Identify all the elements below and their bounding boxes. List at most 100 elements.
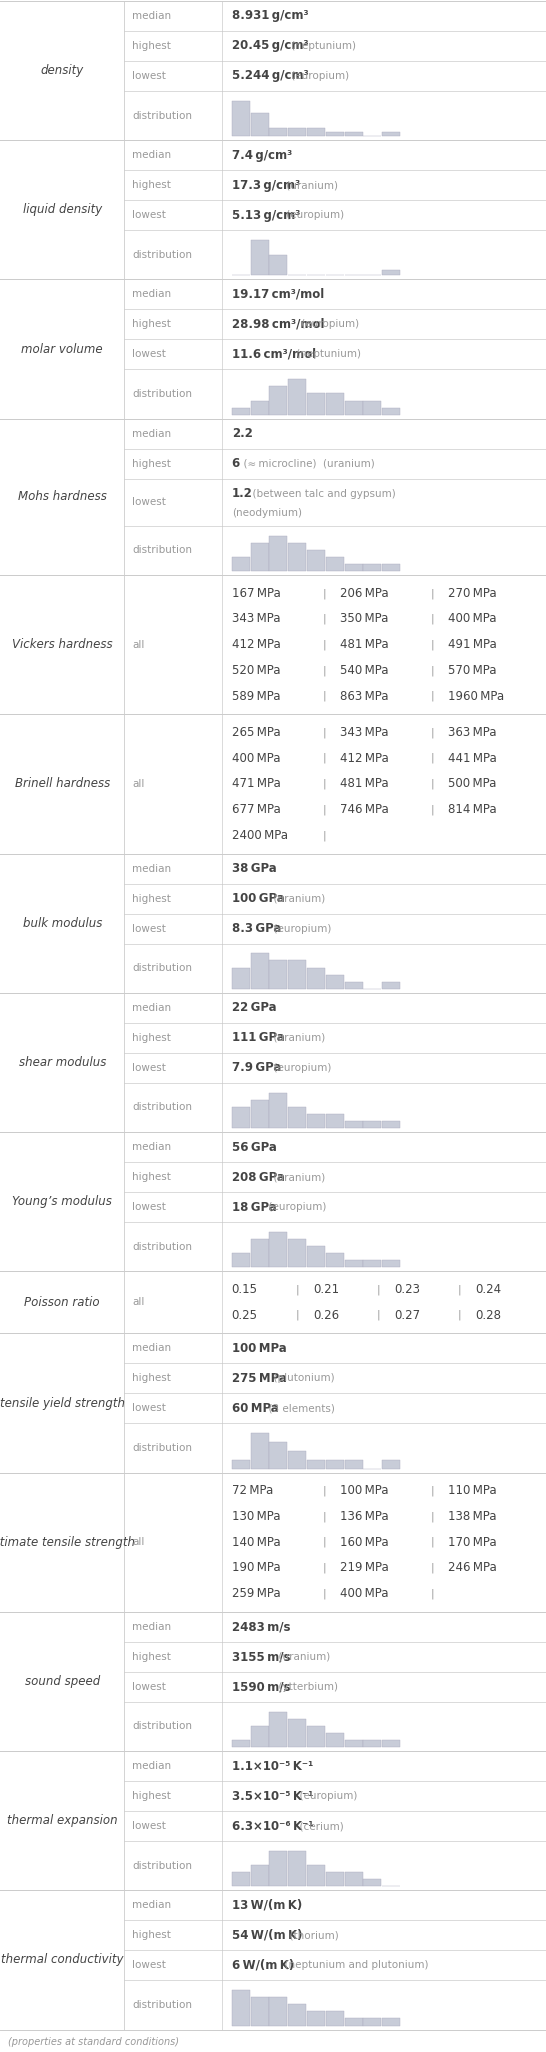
Text: tensile yield strength: tensile yield strength [0,1397,124,1410]
Text: |: | [431,1588,435,1599]
Text: distribution: distribution [133,1241,193,1252]
Text: |: | [431,726,435,739]
Text: lowest: lowest [133,1820,167,1830]
Text: (uranium): (uranium) [268,893,325,903]
Bar [326,975,344,989]
Bar [232,1740,250,1746]
Text: median: median [133,150,171,160]
Bar [288,380,306,415]
Text: |: | [323,778,327,790]
Bar [307,1246,325,1268]
Bar [382,408,400,415]
Bar [326,1871,344,1886]
Text: 100 MPa: 100 MPa [340,1484,388,1498]
Text: |: | [323,640,327,650]
Bar [232,556,250,570]
Bar [251,1726,269,1746]
Text: |: | [323,665,327,675]
Bar [345,1740,363,1746]
Bar [345,131,363,135]
Text: |: | [296,1309,300,1319]
Text: lowest: lowest [133,209,167,220]
Text: 3.5×10⁻⁵ K⁻¹: 3.5×10⁻⁵ K⁻¹ [232,1789,313,1802]
Text: 412 MPa: 412 MPa [232,638,281,650]
Text: shear modulus: shear modulus [19,1057,106,1069]
Text: median: median [133,1621,171,1631]
Bar [307,1726,325,1746]
Text: 491 MPa: 491 MPa [448,638,497,650]
Text: 350 MPa: 350 MPa [340,611,388,626]
Text: Mohs hardness: Mohs hardness [18,490,106,503]
Bar [269,1231,287,1268]
Text: (plutonium): (plutonium) [268,1373,335,1383]
Bar [251,542,269,570]
Text: (europium): (europium) [262,1202,327,1213]
Text: highest: highest [133,1172,171,1182]
Text: 6.3×10⁻⁶ K⁻¹: 6.3×10⁻⁶ K⁻¹ [232,1820,313,1832]
Text: 100 GPa: 100 GPa [232,893,284,905]
Text: lowest: lowest [133,497,167,507]
Text: highest: highest [133,1931,171,1941]
Text: thermal conductivity: thermal conductivity [1,1954,123,1966]
Bar [251,954,269,989]
Text: highest: highest [133,41,171,51]
Text: median: median [133,1143,171,1151]
Text: 500 MPa: 500 MPa [448,778,496,790]
Text: 7.9 GPa: 7.9 GPa [232,1061,281,1075]
Text: |: | [431,692,435,702]
Text: distribution: distribution [133,111,193,121]
Bar [345,1871,363,1886]
Text: |: | [431,1486,435,1496]
Text: 343 MPa: 343 MPa [340,726,388,739]
Text: thermal expansion: thermal expansion [7,1814,117,1826]
Bar [364,400,382,415]
Text: Brinell hardness: Brinell hardness [15,778,110,790]
Text: median: median [133,429,171,439]
Bar [345,1120,363,1129]
Text: 589 MPa: 589 MPa [232,689,280,702]
Bar [364,1740,382,1746]
Text: |: | [431,1564,435,1574]
Text: |: | [377,1309,381,1319]
Bar [345,564,363,570]
Text: 677 MPa: 677 MPa [232,802,281,817]
Text: 1960 MPa: 1960 MPa [448,689,504,702]
Bar [232,966,250,989]
Text: (europium): (europium) [283,209,344,220]
Text: (cerium): (cerium) [293,1820,343,1830]
Bar [307,550,325,570]
Text: |: | [431,753,435,763]
Text: lowest: lowest [133,1960,167,1970]
Text: Young’s modulus: Young’s modulus [13,1194,112,1209]
Text: Vickers hardness: Vickers hardness [12,638,112,650]
Text: all: all [133,1537,145,1547]
Bar [288,1851,306,1886]
Text: 246 MPa: 246 MPa [448,1562,497,1574]
Text: |: | [323,726,327,739]
Bar [288,2005,306,2025]
Text: 570 MPa: 570 MPa [448,665,496,677]
Bar [364,1880,382,1886]
Bar [382,564,400,570]
Bar [288,129,306,135]
Text: |: | [296,1285,300,1295]
Text: 170 MPa: 170 MPa [448,1535,496,1549]
Text: |: | [431,665,435,675]
Text: all: all [133,1297,145,1307]
Bar [288,1106,306,1129]
Text: 1.1×10⁻⁵ K⁻¹: 1.1×10⁻⁵ K⁻¹ [232,1761,313,1773]
Text: 111 GPa: 111 GPa [232,1032,284,1044]
Text: 259 MPa: 259 MPa [232,1586,280,1601]
Text: highest: highest [133,1652,171,1662]
Text: (europium): (europium) [288,72,349,80]
Text: 60 MPa: 60 MPa [232,1402,278,1416]
Bar [307,129,325,135]
Bar [307,394,325,415]
Text: 13 W/(m K): 13 W/(m K) [232,1898,302,1912]
Text: |: | [323,1486,327,1496]
Text: lowest: lowest [133,349,167,359]
Text: 481 MPa: 481 MPa [340,778,388,790]
Bar [251,113,269,135]
Text: 56 GPa: 56 GPa [232,1141,277,1153]
Text: 20.45 g/cm³: 20.45 g/cm³ [232,39,308,53]
